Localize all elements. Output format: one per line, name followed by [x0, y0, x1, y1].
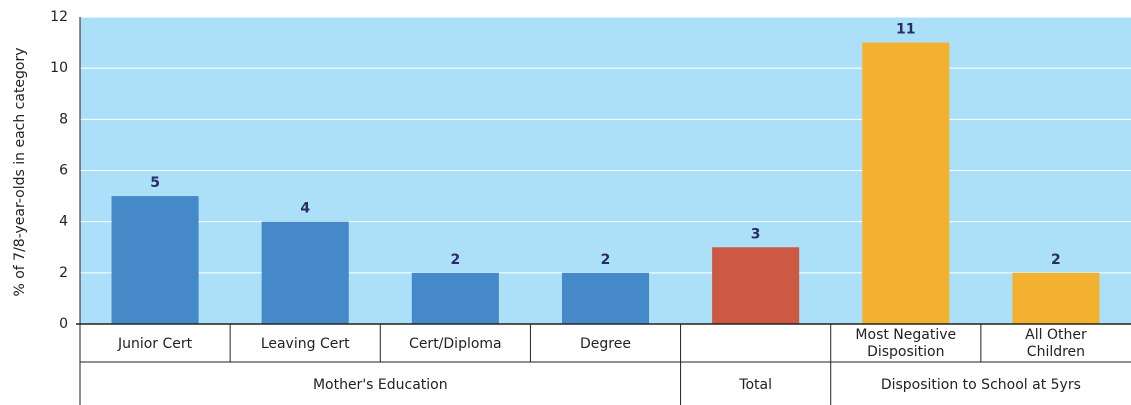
y-tick-label: 2: [59, 265, 68, 281]
x-tick-label: Leaving Cert: [260, 335, 350, 352]
bar: [411, 272, 499, 324]
data-label: 3: [751, 226, 761, 242]
data-label: 5: [150, 175, 160, 191]
x-tick-label: Junior Cert: [117, 335, 193, 352]
y-tick-label: 12: [50, 9, 68, 25]
x-tick-label: Degree: [580, 335, 631, 352]
data-label: 11: [896, 22, 915, 38]
y-tick-label: 10: [50, 60, 68, 76]
x-tick-label: Most Negative Disposition: [855, 327, 957, 360]
bar: [111, 196, 199, 324]
bar: [1012, 272, 1100, 324]
data-label: 2: [601, 252, 611, 268]
y-tick-label: 8: [59, 111, 68, 127]
group-label: Disposition to School at 5yrs: [880, 376, 1081, 393]
group-label: Total: [739, 376, 772, 393]
data-label: 4: [300, 201, 310, 217]
x-tick-label: Cert/Diploma: [409, 335, 502, 352]
data-label: 2: [1051, 252, 1061, 268]
bar: [712, 247, 800, 324]
bar: [561, 272, 650, 324]
y-axis-label: % of 7/8-year-olds in each category: [12, 47, 28, 296]
y-tick-label: 0: [59, 316, 68, 332]
bar: [862, 42, 950, 324]
x-tick-label: All Other Children: [1025, 327, 1087, 360]
bar: [261, 221, 349, 324]
y-tick-label: 6: [59, 163, 68, 179]
y-tick-label: 4: [59, 214, 68, 230]
group-label: Mother's Education: [312, 376, 448, 393]
data-label: 2: [450, 252, 460, 268]
